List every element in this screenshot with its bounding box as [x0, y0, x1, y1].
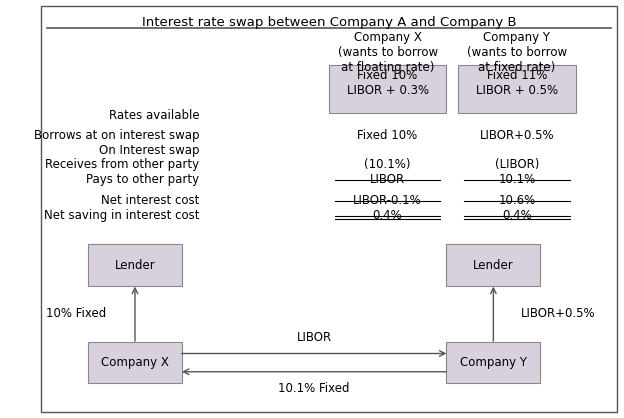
Text: LIBOR+0.5%: LIBOR+0.5%: [520, 307, 595, 320]
Text: 0.4%: 0.4%: [373, 209, 402, 222]
Text: On Interest swap: On Interest swap: [99, 144, 200, 157]
Text: Company Y
(wants to borrow
at fixed rate): Company Y (wants to borrow at fixed rate…: [467, 31, 567, 74]
FancyBboxPatch shape: [458, 64, 575, 114]
Text: Borrows at on interest swap: Borrows at on interest swap: [34, 129, 200, 142]
Text: LIBOR+0.5%: LIBOR+0.5%: [480, 129, 554, 142]
FancyBboxPatch shape: [329, 64, 446, 114]
Text: Receives from other party: Receives from other party: [31, 158, 200, 171]
Text: Fixed 10%: Fixed 10%: [358, 129, 417, 142]
Text: 10.1% Fixed: 10.1% Fixed: [278, 382, 350, 395]
Text: 10.6%: 10.6%: [498, 194, 535, 206]
Text: LIBOR: LIBOR: [296, 331, 332, 344]
Text: Interest rate swap between Company A and Company B: Interest rate swap between Company A and…: [142, 16, 516, 29]
Text: LIBOR + 0.3%: LIBOR + 0.3%: [346, 84, 429, 97]
Text: (LIBOR): (LIBOR): [495, 158, 539, 171]
Text: 0.4%: 0.4%: [502, 209, 532, 222]
FancyBboxPatch shape: [446, 244, 540, 286]
Text: Company X: Company X: [101, 356, 169, 369]
Text: LIBOR-0.1%: LIBOR-0.1%: [353, 194, 422, 206]
Text: Fixed 11%: Fixed 11%: [487, 69, 547, 82]
FancyBboxPatch shape: [446, 342, 540, 383]
Text: Company X
(wants to borrow
at floating rate): Company X (wants to borrow at floating r…: [338, 31, 437, 74]
Text: 10.1%: 10.1%: [498, 173, 535, 186]
Text: Lender: Lender: [473, 259, 514, 272]
FancyBboxPatch shape: [88, 244, 182, 286]
Text: Company Y: Company Y: [460, 356, 527, 369]
Text: Net interest cost: Net interest cost: [101, 194, 200, 206]
Text: 10% Fixed: 10% Fixed: [46, 307, 106, 320]
FancyBboxPatch shape: [41, 5, 617, 413]
Text: (10.1%): (10.1%): [364, 158, 411, 171]
Text: LIBOR + 0.5%: LIBOR + 0.5%: [475, 84, 558, 97]
Text: Rates available: Rates available: [109, 109, 200, 122]
Text: Lender: Lender: [115, 259, 155, 272]
Text: Net saving in interest cost: Net saving in interest cost: [44, 209, 200, 222]
Text: Fixed 10%: Fixed 10%: [358, 69, 417, 82]
FancyBboxPatch shape: [88, 342, 182, 383]
Text: LIBOR: LIBOR: [370, 173, 405, 186]
Text: Pays to other party: Pays to other party: [72, 173, 200, 186]
